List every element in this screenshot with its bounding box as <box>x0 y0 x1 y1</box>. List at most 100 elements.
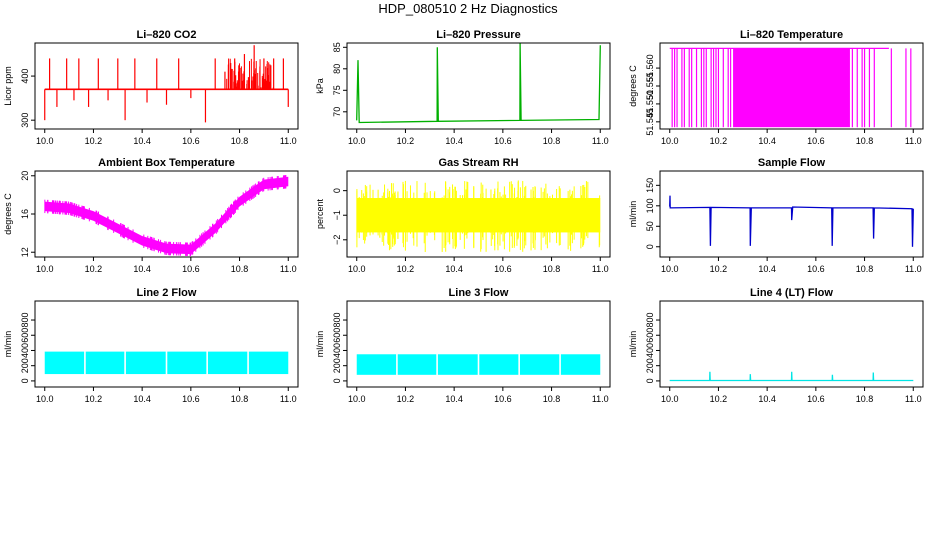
sample_flow-series <box>669 195 914 247</box>
line4-ytick-label: 800 <box>645 313 655 328</box>
rh-xtick-label: 10.2 <box>397 264 415 274</box>
line3-xtick-label: 10.2 <box>397 394 415 404</box>
co2-xtick-label: 11.0 <box>280 136 297 146</box>
line3-frame <box>346 300 611 388</box>
line4-xtick-label: 10.2 <box>710 394 728 404</box>
line4-ytick-label: 200 <box>645 358 655 373</box>
pressure-ytick-label: 85 <box>332 42 342 52</box>
sample_flow-data <box>669 195 914 247</box>
line3-title: Line 3 Flow <box>449 287 509 299</box>
line4-ytick-label: 0 <box>645 378 655 383</box>
co2-panel: Li–820 CO2 Licor ppm 10.0 10.2 10.4 10.6 10.8 1… <box>3 29 299 146</box>
co2-xtick-label: 10.0 <box>36 136 54 146</box>
sample_flow-xtick-label: 10.4 <box>758 264 776 274</box>
line2-xtick-label: 10.6 <box>182 394 200 404</box>
line3-ytick-label: 0 <box>332 378 342 383</box>
temperature-title: Li–820 Temperature <box>740 29 843 41</box>
pressure-xtick-label: 10.4 <box>445 136 463 146</box>
temperature-xtick-label: 11.0 <box>905 136 922 146</box>
pressure-ytick-label: 70 <box>332 107 342 117</box>
rh-ytick-label: −2 <box>332 235 342 245</box>
co2-data <box>44 45 289 123</box>
line3-panel: Line 3 Flow ml/min 10.0 10.2 10.4 10.6 10.8 11.… <box>315 287 611 404</box>
co2-xtick-label: 10.2 <box>85 136 103 146</box>
temperature-data <box>669 47 912 128</box>
temperature-ytick-label: 51.560 <box>645 54 655 82</box>
temperature-ytick-label: 51.550 <box>645 90 655 118</box>
pressure-data <box>356 42 601 124</box>
rh-ylabel: percent <box>315 198 325 229</box>
line2-data <box>44 350 289 376</box>
box_temp-ylabel: degrees C <box>3 193 13 235</box>
box_temp-ytick-label: 20 <box>20 171 30 181</box>
line4-xtick-label: 10.4 <box>758 394 776 404</box>
pressure-ylabel: kPa <box>315 78 325 94</box>
line3-ytick-label: 400 <box>332 343 342 358</box>
line2-xtick-label: 10.2 <box>85 394 103 404</box>
sample_flow-title: Sample Flow <box>758 157 826 169</box>
co2-ytick-label: 400 <box>20 69 30 84</box>
line4-xtick-label: 10.6 <box>807 394 825 404</box>
temperature-ylabel: degrees C <box>628 65 638 107</box>
line2-title: Line 2 Flow <box>137 287 197 299</box>
pressure-xtick-label: 11.0 <box>592 136 609 146</box>
line2-ylabel: ml/min <box>3 331 13 358</box>
sample_flow-frame <box>659 170 924 258</box>
line4-ytick-label: 400 <box>645 343 655 358</box>
line2-ytick-label: 400 <box>20 343 30 358</box>
sample_flow-ytick-label: 0 <box>645 244 655 249</box>
line4-ylabel: ml/min <box>628 331 638 358</box>
line4-panel: Line 4 (LT) Flow ml/min 10.0 10.2 10.4 10.6 10… <box>628 287 924 404</box>
co2-xtick-label: 10.6 <box>182 136 200 146</box>
temperature-ytick-label: 51.545 <box>645 108 655 136</box>
pressure-ytick-label: 80 <box>332 64 342 74</box>
pressure-series <box>356 42 601 124</box>
box_temp-ytick-label: 12 <box>20 247 30 257</box>
rh-title: Gas Stream RH <box>438 157 518 169</box>
rh-xtick-label: 10.8 <box>543 264 561 274</box>
temperature-xtick-label: 10.4 <box>758 136 776 146</box>
box_temp-xtick-label: 11.0 <box>280 264 297 274</box>
box_temp-ytick-label: 16 <box>20 209 30 219</box>
pressure-xtick-label: 10.0 <box>348 136 366 146</box>
line3-ytick-label: 600 <box>332 328 342 343</box>
sample_flow-panel: Sample Flow ml/min 10.0 10.2 10.4 10.6 10.8 11.… <box>628 157 924 274</box>
temperature-panel: Li–820 Temperature degrees C 10.0 10.2 10.4 1… <box>628 29 924 146</box>
rh-xtick-label: 10.4 <box>445 264 463 274</box>
rh-xtick-label: 10.6 <box>494 264 512 274</box>
pressure-panel: Li–820 Pressure kPa 10.0 10.2 10.4 10.6 10.8 11… <box>315 29 611 146</box>
line2-xtick-label: 11.0 <box>280 394 297 404</box>
co2-ylabel: Licor ppm <box>3 66 13 106</box>
pressure-frame <box>346 42 611 130</box>
line3-ylabel: ml/min <box>315 331 325 358</box>
box_temp-xtick-label: 10.6 <box>182 264 200 274</box>
co2-xtick-label: 10.4 <box>133 136 151 146</box>
line2-ytick-label: 0 <box>20 378 30 383</box>
rh-panel: Gas Stream RH percent 10.0 10.2 10.4 10.6 10.8… <box>315 157 611 274</box>
temperature-dense-fill <box>733 48 850 128</box>
line4-xtick-label: 10.0 <box>661 394 679 404</box>
co2-frame <box>34 42 299 130</box>
sample_flow-ytick-label: 150 <box>645 178 655 193</box>
rh-ytick-label: −1 <box>332 210 342 220</box>
line3-xtick-label: 10.0 <box>348 394 366 404</box>
figure-title: HDP_080510 2 Hz Diagnostics <box>378 1 558 16</box>
pressure-title: Li–820 Pressure <box>436 29 520 41</box>
box_temp-xtick-label: 10.8 <box>231 264 249 274</box>
line2-xtick-label: 10.8 <box>231 394 249 404</box>
line2-frame <box>34 300 299 388</box>
box_temp-xtick-label: 10.0 <box>36 264 54 274</box>
box_temp-xtick-label: 10.2 <box>85 264 103 274</box>
line2-ytick-label: 800 <box>20 313 30 328</box>
line3-xtick-label: 10.4 <box>445 394 463 404</box>
line2-panel: Line 2 Flow ml/min 10.0 10.2 10.4 10.6 10.8 11.… <box>3 287 299 404</box>
rh-xtick-label: 10.0 <box>348 264 366 274</box>
co2-ytick-label: 300 <box>20 113 30 128</box>
sample_flow-xtick-label: 11.0 <box>905 264 922 274</box>
line4-data <box>669 371 914 382</box>
rh-ytick-label: 0 <box>332 188 342 193</box>
co2-xtick-label: 10.8 <box>231 136 249 146</box>
co2-title: Li–820 CO2 <box>137 29 197 41</box>
pressure-xtick-label: 10.6 <box>494 136 512 146</box>
